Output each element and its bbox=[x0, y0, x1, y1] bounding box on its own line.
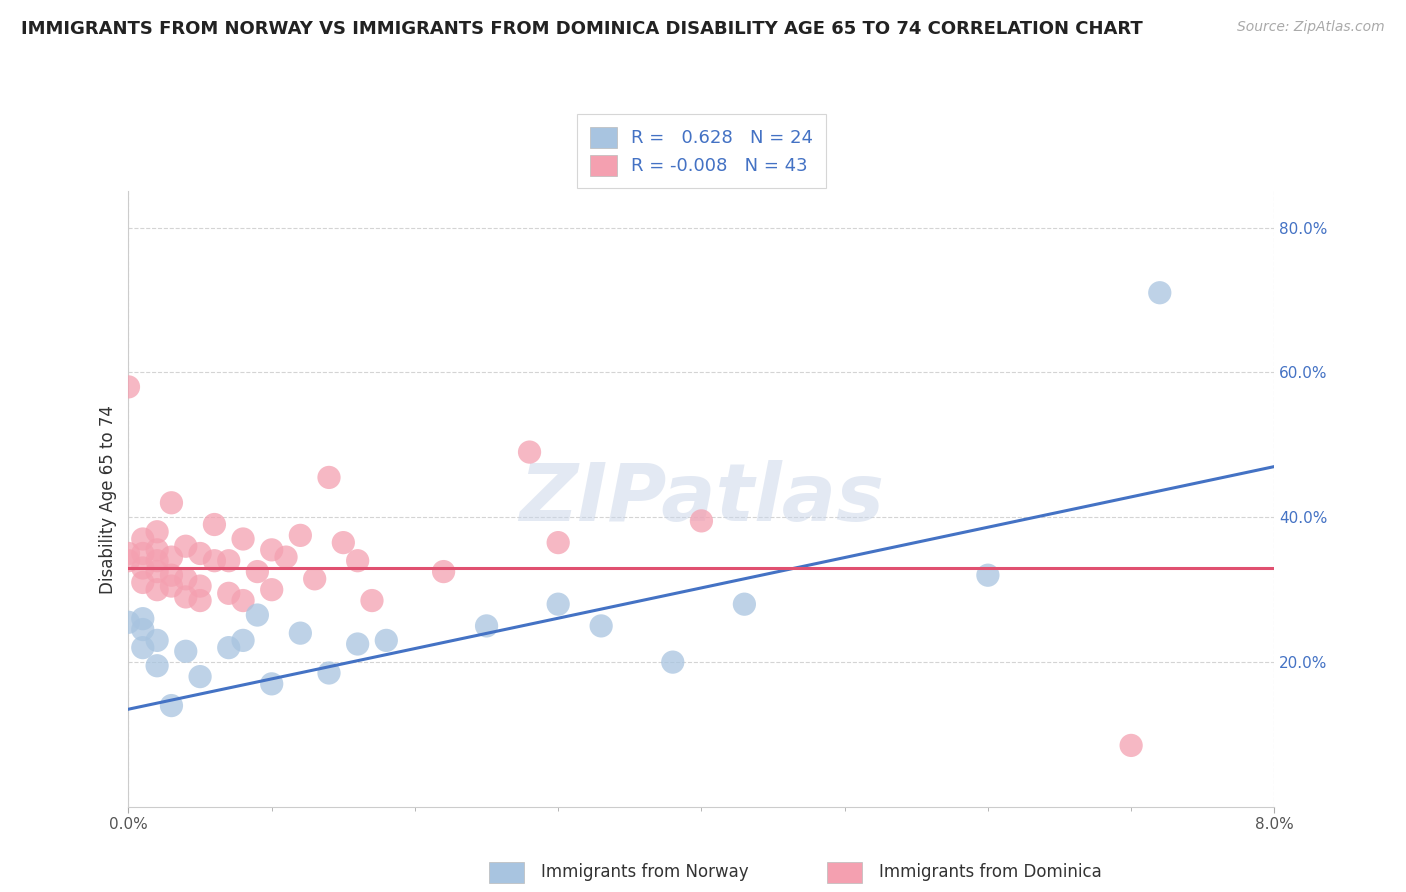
Point bbox=[146, 582, 169, 597]
Text: Immigrants from Norway: Immigrants from Norway bbox=[541, 863, 749, 881]
Point bbox=[174, 572, 197, 586]
Point bbox=[146, 542, 169, 557]
Point bbox=[1149, 285, 1171, 300]
Point bbox=[232, 633, 254, 648]
Point bbox=[260, 582, 283, 597]
Point bbox=[547, 535, 569, 549]
Point bbox=[346, 554, 368, 568]
Text: ZIPatlas: ZIPatlas bbox=[519, 460, 884, 538]
Text: Source: ZipAtlas.com: Source: ZipAtlas.com bbox=[1237, 20, 1385, 34]
Point bbox=[202, 517, 225, 532]
Point bbox=[132, 561, 155, 575]
Point bbox=[260, 542, 283, 557]
Point bbox=[146, 633, 169, 648]
Point bbox=[160, 579, 183, 593]
Point bbox=[733, 597, 755, 611]
Point bbox=[188, 546, 211, 560]
Point bbox=[117, 546, 139, 560]
Point bbox=[246, 565, 269, 579]
Point bbox=[519, 445, 541, 459]
Point bbox=[361, 593, 384, 607]
Point bbox=[174, 590, 197, 604]
Point bbox=[160, 698, 183, 713]
Point bbox=[690, 514, 713, 528]
Point bbox=[174, 644, 197, 658]
Point bbox=[188, 593, 211, 607]
Point bbox=[375, 633, 398, 648]
Point bbox=[146, 658, 169, 673]
Point bbox=[318, 470, 340, 484]
Point bbox=[188, 579, 211, 593]
Point bbox=[1121, 739, 1143, 753]
Point bbox=[117, 380, 139, 394]
Point bbox=[274, 550, 297, 565]
Point bbox=[547, 597, 569, 611]
Point bbox=[174, 539, 197, 553]
Point bbox=[160, 550, 183, 565]
Point bbox=[132, 612, 155, 626]
Point bbox=[218, 640, 240, 655]
Text: Immigrants from Dominica: Immigrants from Dominica bbox=[879, 863, 1101, 881]
Point bbox=[146, 554, 169, 568]
Point bbox=[132, 623, 155, 637]
Point bbox=[218, 586, 240, 600]
Point bbox=[433, 565, 456, 579]
Point bbox=[977, 568, 1000, 582]
Point bbox=[304, 572, 326, 586]
Point bbox=[117, 554, 139, 568]
Point bbox=[132, 575, 155, 590]
Y-axis label: Disability Age 65 to 74: Disability Age 65 to 74 bbox=[100, 405, 117, 593]
Point bbox=[332, 535, 354, 549]
Point bbox=[218, 554, 240, 568]
Text: IMMIGRANTS FROM NORWAY VS IMMIGRANTS FROM DOMINICA DISABILITY AGE 65 TO 74 CORRE: IMMIGRANTS FROM NORWAY VS IMMIGRANTS FRO… bbox=[21, 20, 1143, 37]
Point bbox=[318, 665, 340, 680]
Legend: R =   0.628   N = 24, R = -0.008   N = 43: R = 0.628 N = 24, R = -0.008 N = 43 bbox=[576, 114, 825, 188]
Point bbox=[246, 608, 269, 623]
Point bbox=[132, 532, 155, 546]
Point bbox=[232, 532, 254, 546]
Point bbox=[146, 524, 169, 539]
Point bbox=[290, 528, 312, 542]
Point bbox=[188, 670, 211, 684]
Point bbox=[132, 640, 155, 655]
Point bbox=[146, 565, 169, 579]
Point bbox=[260, 677, 283, 691]
Point bbox=[202, 554, 225, 568]
Point bbox=[346, 637, 368, 651]
Point bbox=[475, 619, 498, 633]
Point bbox=[290, 626, 312, 640]
Point bbox=[662, 655, 685, 669]
Point bbox=[117, 615, 139, 630]
Point bbox=[160, 496, 183, 510]
Point bbox=[232, 593, 254, 607]
Point bbox=[132, 546, 155, 560]
Point bbox=[160, 568, 183, 582]
Point bbox=[591, 619, 613, 633]
